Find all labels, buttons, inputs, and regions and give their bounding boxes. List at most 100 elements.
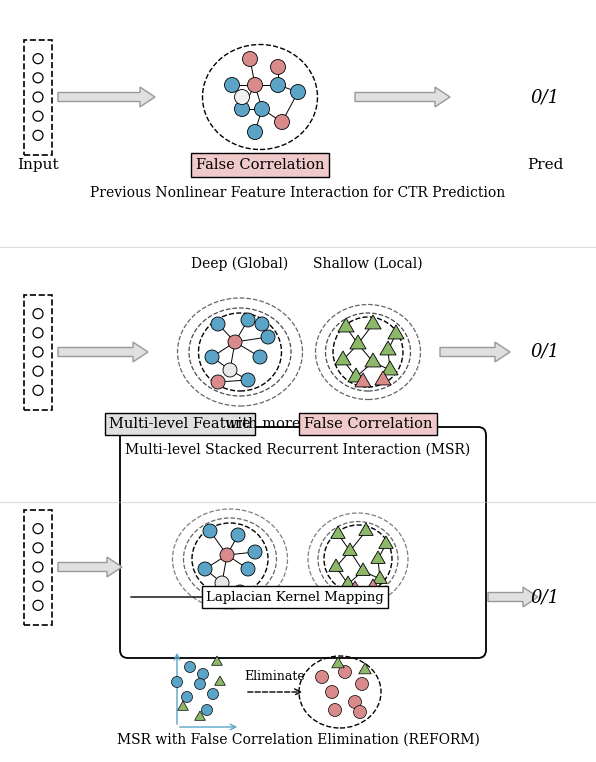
Polygon shape [195, 711, 206, 720]
Polygon shape [379, 536, 393, 549]
Circle shape [243, 52, 257, 66]
Text: MSR with False Correlation Elimination (REFORM): MSR with False Correlation Elimination (… [117, 733, 479, 747]
Circle shape [215, 576, 229, 590]
Circle shape [33, 581, 43, 591]
Polygon shape [356, 563, 370, 575]
Circle shape [225, 78, 240, 92]
Text: with more: with more [225, 417, 301, 431]
Text: Multi-level Stacked Recurrent Interaction (MSR): Multi-level Stacked Recurrent Interactio… [125, 443, 471, 457]
Text: Eliminate: Eliminate [244, 671, 305, 684]
Text: 0/1: 0/1 [530, 588, 560, 606]
Polygon shape [375, 371, 391, 385]
Circle shape [205, 350, 219, 364]
Circle shape [234, 101, 250, 117]
Circle shape [233, 585, 247, 599]
Polygon shape [212, 656, 222, 665]
Circle shape [33, 73, 43, 83]
Circle shape [33, 347, 43, 357]
Polygon shape [382, 361, 398, 375]
Circle shape [355, 677, 368, 690]
Circle shape [247, 78, 262, 92]
Circle shape [33, 543, 43, 553]
Circle shape [271, 59, 285, 75]
Text: Input: Input [17, 158, 59, 172]
Polygon shape [380, 341, 396, 355]
Circle shape [194, 678, 206, 690]
Polygon shape [338, 318, 354, 332]
Polygon shape [359, 663, 371, 674]
Circle shape [33, 367, 43, 376]
FancyBboxPatch shape [24, 40, 52, 155]
FancyBboxPatch shape [24, 510, 52, 625]
Circle shape [33, 562, 43, 572]
Circle shape [33, 92, 43, 102]
Text: Laplacian Kernel Mapping: Laplacian Kernel Mapping [206, 591, 384, 604]
Polygon shape [215, 676, 225, 685]
Text: Deep (Global): Deep (Global) [191, 257, 288, 271]
Text: 0/1: 0/1 [530, 88, 560, 106]
Polygon shape [359, 523, 373, 536]
Polygon shape [350, 335, 366, 349]
Text: False Correlation: False Correlation [304, 417, 432, 431]
Circle shape [241, 562, 255, 576]
Circle shape [33, 328, 43, 338]
Circle shape [33, 309, 43, 319]
Text: 0/1: 0/1 [530, 343, 560, 361]
Polygon shape [343, 543, 357, 555]
Polygon shape [332, 657, 344, 668]
Circle shape [247, 124, 262, 139]
FancyBboxPatch shape [120, 427, 486, 658]
Polygon shape [341, 576, 355, 588]
Polygon shape [365, 315, 381, 329]
Polygon shape [178, 701, 188, 710]
Circle shape [211, 375, 225, 389]
Text: False Correlation: False Correlation [195, 158, 324, 172]
Circle shape [33, 600, 43, 610]
Polygon shape [335, 351, 351, 365]
Circle shape [207, 689, 219, 700]
Circle shape [315, 671, 328, 684]
Text: Pred: Pred [527, 158, 563, 172]
Circle shape [220, 548, 234, 562]
Text: Previous Nonlinear Feature Interaction for CTR Prediction: Previous Nonlinear Feature Interaction f… [91, 186, 505, 200]
Circle shape [211, 317, 225, 331]
Circle shape [172, 677, 182, 687]
Polygon shape [348, 581, 362, 594]
Polygon shape [365, 353, 381, 367]
Circle shape [33, 386, 43, 395]
Circle shape [261, 330, 275, 344]
Text: Multi-level Feature: Multi-level Feature [109, 417, 251, 431]
Circle shape [231, 528, 245, 542]
Polygon shape [329, 559, 343, 572]
Circle shape [197, 668, 209, 680]
FancyArrow shape [488, 587, 538, 607]
Circle shape [198, 562, 212, 576]
Circle shape [253, 350, 267, 364]
Circle shape [248, 545, 262, 559]
FancyBboxPatch shape [24, 294, 52, 409]
Circle shape [182, 691, 193, 703]
Polygon shape [371, 551, 385, 563]
Text: Shallow (Local): Shallow (Local) [313, 257, 423, 271]
Circle shape [228, 335, 242, 349]
Circle shape [241, 313, 255, 327]
Polygon shape [331, 526, 345, 539]
Circle shape [185, 661, 195, 673]
Circle shape [290, 85, 306, 100]
FancyArrow shape [58, 342, 148, 362]
Polygon shape [366, 579, 380, 591]
Polygon shape [388, 325, 404, 339]
Circle shape [223, 363, 237, 377]
Circle shape [234, 89, 250, 104]
Circle shape [349, 696, 362, 709]
FancyArrow shape [58, 557, 122, 577]
FancyArrow shape [440, 342, 510, 362]
Polygon shape [348, 368, 364, 382]
Circle shape [201, 705, 213, 716]
Polygon shape [355, 373, 371, 387]
FancyArrow shape [355, 87, 450, 107]
Circle shape [241, 373, 255, 387]
Circle shape [33, 130, 43, 140]
Polygon shape [373, 571, 387, 584]
Circle shape [254, 101, 269, 117]
